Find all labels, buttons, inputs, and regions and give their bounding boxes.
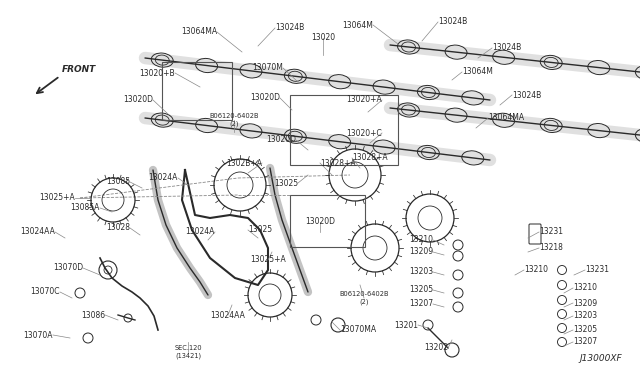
Text: 13024B: 13024B: [492, 44, 521, 52]
Text: 13020+A: 13020+A: [346, 96, 382, 105]
Text: 13085: 13085: [106, 177, 130, 186]
Text: 13203: 13203: [409, 267, 433, 276]
Text: 13064M: 13064M: [342, 20, 373, 29]
Text: 13020: 13020: [311, 33, 335, 42]
Text: 13020D: 13020D: [250, 93, 280, 103]
Text: J13000XF: J13000XF: [579, 354, 622, 363]
Text: 13210: 13210: [524, 266, 548, 275]
Text: 13086: 13086: [81, 311, 105, 320]
Text: 13231: 13231: [539, 228, 563, 237]
Text: 13070MA: 13070MA: [340, 326, 376, 334]
Bar: [290, 95, 398, 165]
Text: 13020D: 13020D: [305, 218, 335, 227]
Bar: [290, 195, 365, 247]
Text: 13070C: 13070C: [31, 288, 60, 296]
Text: 13020+C: 13020+C: [346, 128, 382, 138]
Text: 13070A: 13070A: [24, 330, 53, 340]
Text: SEC.120
(13421): SEC.120 (13421): [174, 345, 202, 359]
Text: 13020D: 13020D: [123, 96, 153, 105]
Text: 13024B: 13024B: [512, 90, 541, 99]
Text: 13210: 13210: [573, 283, 597, 292]
Text: 13085A: 13085A: [70, 203, 100, 212]
Text: 13209: 13209: [573, 298, 597, 308]
Text: 13210: 13210: [409, 235, 433, 244]
Text: 13231: 13231: [585, 266, 609, 275]
Text: 13025: 13025: [274, 179, 298, 187]
Text: 13205: 13205: [573, 326, 597, 334]
Text: 13020D: 13020D: [266, 135, 296, 144]
Text: 1302B+A: 1302B+A: [226, 158, 262, 167]
Text: 13024A: 13024A: [186, 228, 215, 237]
Text: 13201: 13201: [394, 321, 418, 330]
Text: 13064MA: 13064MA: [181, 28, 217, 36]
Text: 13205: 13205: [409, 285, 433, 295]
Text: 13024AA: 13024AA: [20, 228, 55, 237]
Text: 13207: 13207: [573, 337, 597, 346]
Text: 13020+B: 13020+B: [140, 68, 175, 77]
Text: FRONT: FRONT: [62, 65, 96, 74]
Text: 13028: 13028: [106, 224, 130, 232]
Text: B06120-6402B
(2): B06120-6402B (2): [339, 291, 388, 305]
Text: 13202: 13202: [424, 343, 448, 353]
Text: 13070D: 13070D: [53, 263, 83, 273]
Text: 13025+A: 13025+A: [39, 193, 75, 202]
Text: 13064MA: 13064MA: [488, 113, 524, 122]
Text: 13024B: 13024B: [438, 17, 467, 26]
Text: 13028+A: 13028+A: [352, 154, 388, 163]
Text: 13024A: 13024A: [148, 173, 178, 183]
Text: 13207: 13207: [409, 299, 433, 308]
Text: 13209: 13209: [409, 247, 433, 257]
Text: 13024AA: 13024AA: [211, 311, 245, 320]
Text: 13028+A: 13028+A: [320, 158, 356, 167]
Text: 13025+A: 13025+A: [250, 256, 286, 264]
Text: B06120-6402B
(2): B06120-6402B (2): [209, 113, 259, 127]
Text: 13025: 13025: [248, 225, 272, 234]
Text: 13024B: 13024B: [275, 23, 304, 32]
Text: 13070M: 13070M: [252, 64, 283, 73]
Text: 13203: 13203: [573, 311, 597, 321]
Bar: [162, 62, 232, 120]
Text: 13064M: 13064M: [462, 67, 493, 77]
Text: 13218: 13218: [539, 244, 563, 253]
